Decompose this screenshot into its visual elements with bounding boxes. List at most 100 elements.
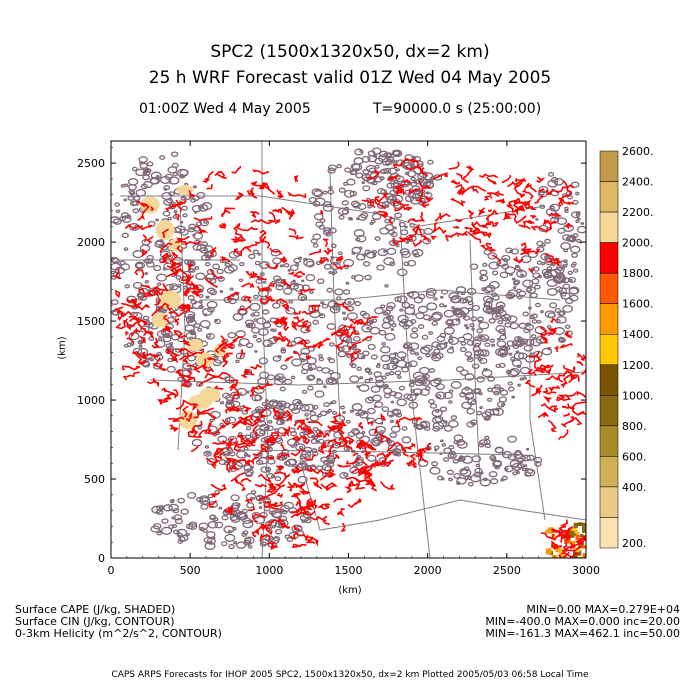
helicity-contour (513, 184, 526, 199)
cin-contour (422, 314, 431, 321)
helicity-contour (411, 158, 420, 169)
cin-contour (512, 343, 520, 350)
helicity-contour (361, 335, 373, 342)
helicity-contour (408, 188, 421, 195)
cape-stats: MIN=0.00 MAX=0.279E+04 (526, 603, 680, 616)
cin-contour (243, 536, 255, 545)
cape-shade (545, 548, 552, 555)
cin-contour (473, 353, 481, 359)
cin-contour (514, 450, 522, 456)
cin-contour (562, 304, 574, 313)
cin-contour (303, 258, 315, 267)
cin-contour (163, 198, 173, 206)
cin-contour (476, 410, 483, 416)
cin-contour (146, 254, 154, 261)
cin-contour (281, 509, 288, 515)
cin-contour (257, 377, 269, 386)
cin-contour (516, 471, 520, 475)
cin-contour (300, 347, 311, 356)
cin-contour (227, 264, 238, 272)
cin-contour (266, 496, 270, 500)
cin-contour (386, 301, 396, 309)
cin-contour (491, 386, 502, 394)
helicity-contour (223, 207, 235, 213)
cin-contour (227, 529, 232, 533)
cin-contour (499, 389, 509, 396)
cin-contour (150, 525, 161, 533)
cin-contour (148, 336, 155, 341)
valid-time-label: 01:00Z Wed 4 May 2005 (139, 101, 311, 117)
cin-contour (450, 380, 462, 390)
cin-contour (449, 335, 454, 339)
cin-contour (523, 464, 528, 468)
colorbar: 2600. 2400. 2200. 2000. 1800. 1600. 1400. 1200.… (599, 145, 654, 550)
cin-contour (171, 162, 179, 169)
cin-contour (487, 252, 498, 260)
cin-contour (235, 359, 240, 364)
helicity-contour (549, 180, 569, 194)
cin-contour (178, 536, 186, 542)
helicity-contour (432, 172, 449, 180)
helicity-contour (134, 268, 145, 279)
cin-contour (376, 362, 381, 366)
cin-contour (526, 454, 535, 461)
helicity-contour (221, 209, 231, 218)
cin-contour (514, 266, 521, 271)
cin-contour (291, 524, 303, 533)
helicity-contour (272, 208, 283, 214)
cin-contour (308, 290, 314, 295)
cin-contour (204, 262, 211, 267)
cin-contour (114, 202, 121, 207)
helicity-contour (173, 329, 187, 339)
helicity-contour (140, 304, 150, 311)
cin-contour (259, 272, 265, 277)
cin-contour (567, 276, 577, 283)
cin-contour (311, 404, 319, 410)
helicity-contour (415, 455, 427, 463)
helicity-contour (284, 355, 294, 362)
cin-contour (487, 375, 496, 382)
cin-contour (356, 353, 365, 360)
cin-contour (541, 347, 553, 356)
helicity-contour (434, 212, 442, 222)
helicity-contour (541, 387, 557, 395)
cin-contour (142, 315, 150, 321)
cin-contour (349, 409, 355, 413)
helicity-contour (319, 472, 330, 481)
cin-contour (511, 277, 516, 281)
cin-contour (496, 263, 501, 267)
cin-contour (455, 366, 464, 373)
cin-contour (338, 187, 346, 193)
cin-contour (407, 259, 417, 267)
helicity-contour (209, 269, 223, 279)
cin-contour (379, 430, 385, 435)
cin-contour (562, 263, 568, 268)
helicity-contour (263, 282, 275, 292)
cin-contour (257, 252, 262, 256)
helicity-contour (349, 318, 359, 325)
helicity-contour (501, 174, 512, 184)
cin-contour (491, 343, 496, 347)
helicity-contour (126, 337, 135, 343)
cin-contour (410, 389, 416, 393)
cin-contour (557, 287, 568, 295)
helicity-contour (344, 443, 354, 452)
helicity-contour (125, 330, 129, 336)
cin-contour (187, 315, 196, 322)
cin-contour (226, 416, 237, 424)
cin-contour (395, 412, 403, 418)
helicity-contour (247, 505, 256, 512)
helicity-contour (154, 298, 162, 306)
cin-contour (491, 292, 498, 297)
helicity-contour (196, 225, 206, 233)
cin-contour (176, 528, 188, 537)
helicity-contour (231, 422, 240, 429)
helicity-contour (337, 464, 351, 468)
helicity-contour (244, 271, 251, 277)
helicity-contour (179, 348, 205, 361)
helicity-contour (260, 443, 270, 453)
cin-contour (384, 332, 396, 341)
helicity-contour (421, 235, 431, 242)
helicity-contour (275, 298, 288, 304)
cin-contour (364, 396, 375, 404)
